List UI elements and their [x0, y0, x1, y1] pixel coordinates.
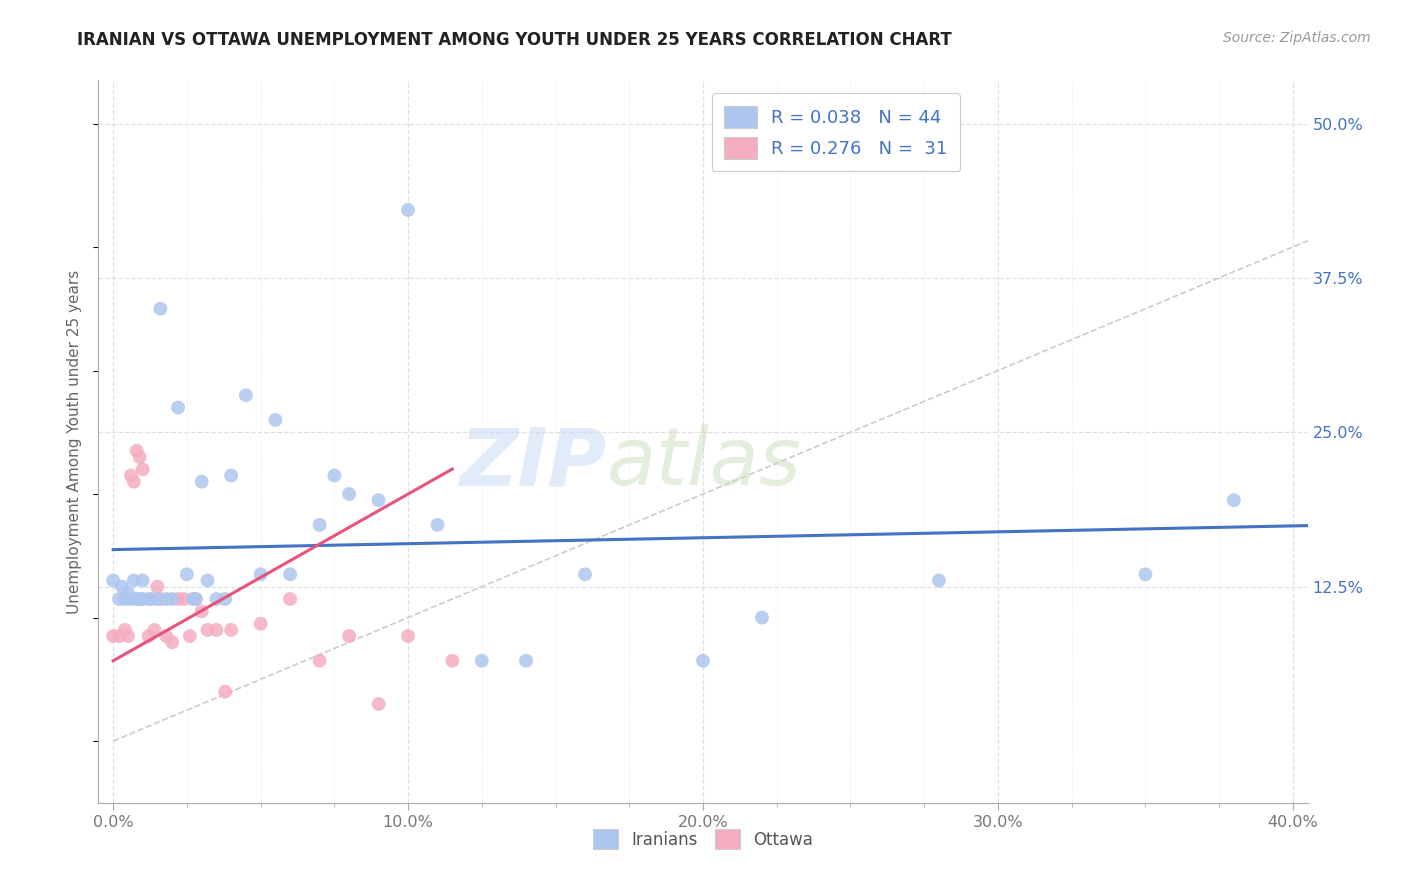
Point: [160, 635, 183, 649]
Point: [114, 592, 136, 607]
Point: [197, 574, 219, 588]
Point: [155, 592, 177, 607]
Point: [181, 592, 204, 607]
Point: [120, 468, 142, 483]
Point: [108, 592, 131, 607]
Point: [278, 592, 301, 607]
Point: [515, 654, 537, 668]
Point: [146, 580, 169, 594]
Point: [751, 610, 773, 624]
Point: [160, 592, 183, 607]
Point: [176, 567, 198, 582]
Point: [146, 592, 169, 607]
Point: [108, 629, 131, 643]
Point: [190, 475, 212, 489]
Point: [141, 592, 163, 607]
Point: [190, 604, 212, 618]
Point: [149, 592, 172, 607]
Point: [235, 388, 257, 402]
Point: [128, 450, 150, 464]
Point: [426, 517, 449, 532]
Point: [308, 654, 330, 668]
Point: [184, 592, 207, 607]
Point: [441, 654, 464, 668]
Point: [149, 301, 172, 316]
Point: [205, 623, 228, 637]
Point: [184, 592, 207, 607]
Point: [249, 616, 271, 631]
Point: [249, 567, 271, 582]
Point: [928, 574, 950, 588]
Point: [131, 592, 153, 607]
Point: [323, 468, 346, 483]
Point: [131, 574, 153, 588]
Text: atlas: atlas: [606, 425, 801, 502]
Point: [122, 475, 145, 489]
Point: [117, 629, 139, 643]
Point: [173, 592, 195, 607]
Point: [143, 623, 166, 637]
Point: [1223, 493, 1246, 508]
Point: [264, 413, 287, 427]
Point: [131, 462, 153, 476]
Point: [219, 623, 242, 637]
Point: [278, 567, 301, 582]
Point: [214, 684, 236, 698]
Point: [308, 517, 330, 532]
Point: [111, 580, 134, 594]
Point: [219, 468, 242, 483]
Point: [122, 574, 145, 588]
Point: [138, 629, 160, 643]
Point: [179, 629, 201, 643]
Legend: Iranians, Ottawa: Iranians, Ottawa: [586, 822, 820, 856]
Point: [205, 592, 228, 607]
Point: [155, 629, 177, 643]
Point: [101, 629, 124, 643]
Point: [101, 574, 124, 588]
Point: [117, 586, 139, 600]
Point: [337, 629, 360, 643]
Point: [396, 202, 419, 217]
Point: [138, 592, 160, 607]
Point: [128, 592, 150, 607]
Point: [167, 592, 190, 607]
Point: [367, 493, 389, 508]
Point: [1135, 567, 1157, 582]
Y-axis label: Unemployment Among Youth under 25 years: Unemployment Among Youth under 25 years: [67, 269, 83, 614]
Point: [167, 401, 190, 415]
Point: [337, 487, 360, 501]
Point: [125, 443, 148, 458]
Point: [396, 629, 419, 643]
Point: [574, 567, 596, 582]
Text: IRANIAN VS OTTAWA UNEMPLOYMENT AMONG YOUTH UNDER 25 YEARS CORRELATION CHART: IRANIAN VS OTTAWA UNEMPLOYMENT AMONG YOU…: [77, 31, 952, 49]
Point: [120, 592, 142, 607]
Text: ZIP: ZIP: [458, 425, 606, 502]
Point: [197, 623, 219, 637]
Point: [471, 654, 494, 668]
Point: [114, 623, 136, 637]
Text: Source: ZipAtlas.com: Source: ZipAtlas.com: [1223, 31, 1371, 45]
Point: [367, 697, 389, 711]
Point: [125, 592, 148, 607]
Point: [214, 592, 236, 607]
Point: [692, 654, 714, 668]
